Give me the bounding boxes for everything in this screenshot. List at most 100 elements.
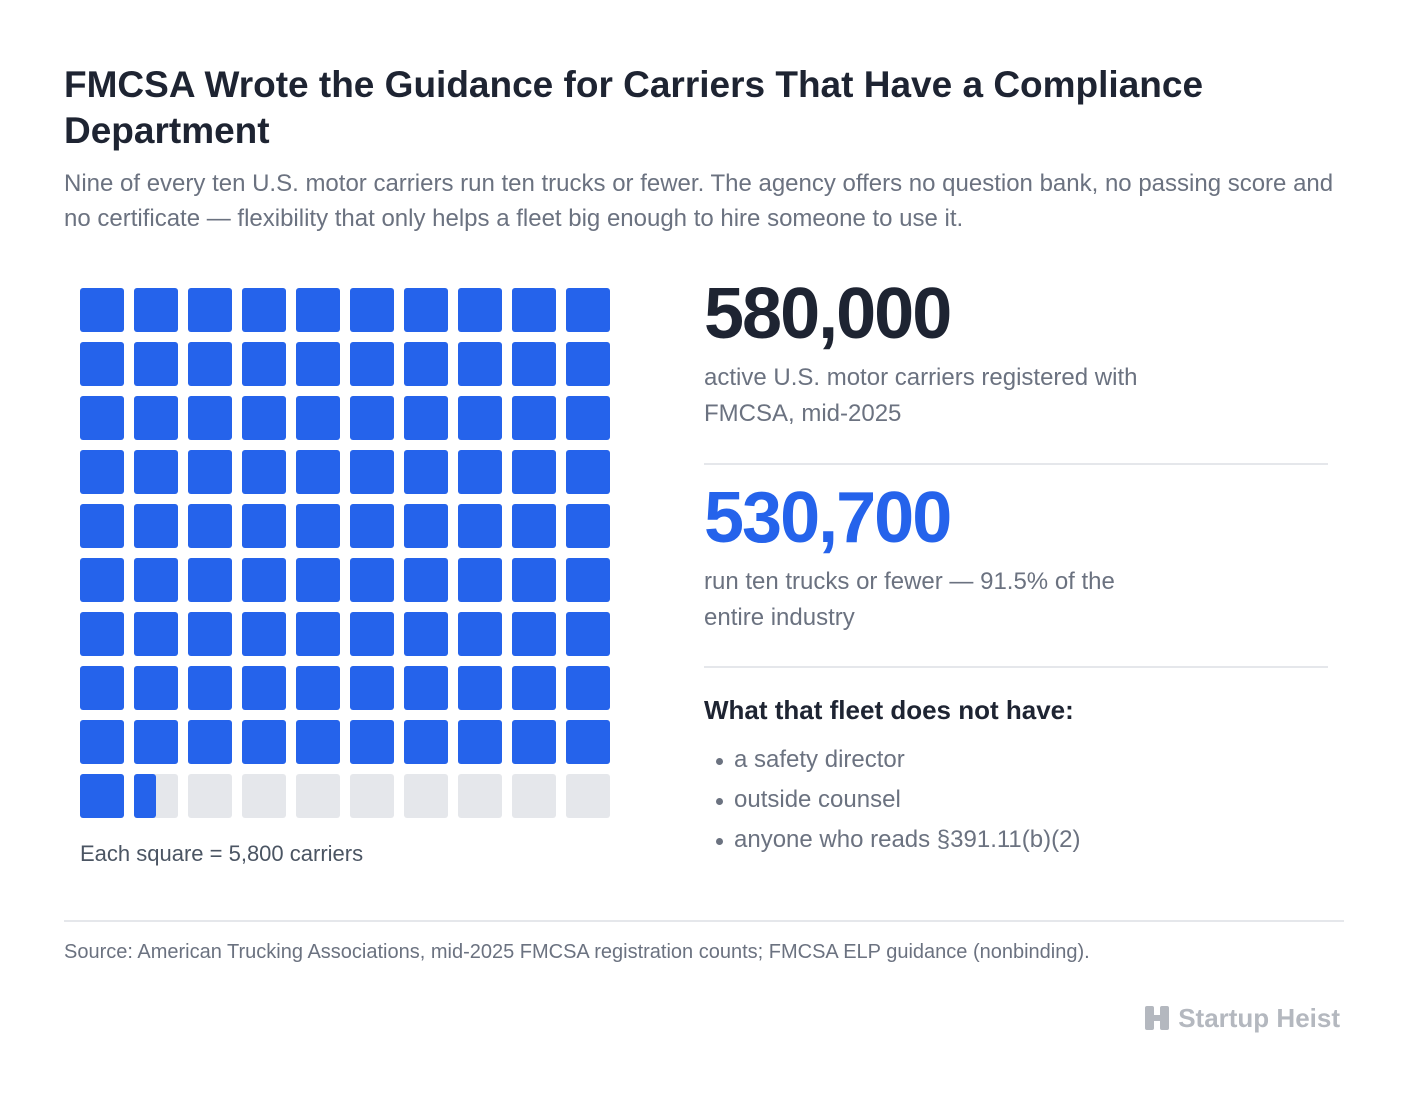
waffle-square-filled [80,342,124,386]
waffle-square-filled [404,612,448,656]
waffle-square-filled [458,612,502,656]
waffle-square-filled [188,612,232,656]
waffle-square-filled [350,504,394,548]
waffle-square-filled [404,396,448,440]
stat-divider [704,463,1328,465]
waffle-square-filled [242,612,286,656]
waffle-square-filled [242,396,286,440]
waffle-square-filled [512,288,556,332]
footer-divider [64,920,1344,922]
waffle-square-partial [134,774,156,818]
waffle-square-filled [296,720,340,764]
small-fleet-stat: 530,700 run ten trucks or fewer — 91.5% … [704,474,1328,636]
waffle-square-filled [458,504,502,548]
waffle-square-filled [566,504,610,548]
waffle-square-filled [566,720,610,764]
waffle-square-empty [512,774,556,818]
waffle-square-filled [188,450,232,494]
waffle-square-filled [512,720,556,764]
brand-logo: Startup Heist [1144,1000,1340,1036]
waffle-square-filled [188,342,232,386]
waffle-square-filled [458,450,502,494]
waffle-square-filled [512,342,556,386]
total-stat: 580,000 active U.S. motor carriers regis… [704,270,1328,432]
waffle-square-filled [512,396,556,440]
waffle-square-filled [296,450,340,494]
waffle-square-filled [242,342,286,386]
waffle-square-filled [566,288,610,332]
waffle-square-filled [512,666,556,710]
waffle-square-filled [404,450,448,494]
waffle-square-filled [188,504,232,548]
waffle-square-filled [296,342,340,386]
waffle-square-filled [134,720,178,764]
waffle-square-empty [242,774,286,818]
waffle-square-filled [458,342,502,386]
waffle-square-filled [458,720,502,764]
waffle-square-filled [404,720,448,764]
waffle-square-filled [134,342,178,386]
total-carriers-description: active U.S. motor carriers registered wi… [704,364,1138,427]
waffle-square-filled [296,504,340,548]
chart-title: FMCSA Wrote the Guidance for Carriers Th… [64,64,1204,151]
source-note: Source: American Trucking Associations, … [64,941,1090,963]
waffle-square-filled [404,558,448,602]
waffle-square-filled [80,612,124,656]
waffle-square-filled [80,720,124,764]
total-carriers-number: 580,000 [704,274,952,354]
waffle-square-filled [296,288,340,332]
waffle-square-empty [350,774,394,818]
waffle-square-filled [242,288,286,332]
waffle-square-filled [404,504,448,548]
waffle-square-filled [296,558,340,602]
waffle-square-filled [404,288,448,332]
waffle-square-filled [242,720,286,764]
waffle-square-filled [350,720,394,764]
waffle-square-filled [134,396,178,440]
list-item: outside counsel [716,780,1080,820]
waffle-square-empty [566,774,610,818]
waffle-square-empty [296,774,340,818]
waffle-square-filled [296,396,340,440]
waffle-svg [80,288,610,818]
waffle-square-filled [512,612,556,656]
waffle-square-filled [242,666,286,710]
waffle-square-filled [566,666,610,710]
brand-name: Startup Heist [1178,1003,1340,1033]
missing-resources-list: a safety director outside counsel anyone… [716,740,1080,860]
waffle-square-filled [350,288,394,332]
waffle-square-filled [296,612,340,656]
waffle-square-filled [242,450,286,494]
waffle-square-filled [296,666,340,710]
waffle-square-filled [188,558,232,602]
waffle-square-filled [80,774,124,818]
waffle-square-filled [188,666,232,710]
small-fleet-number: 530,700 [704,478,952,558]
waffle-square-filled [350,558,394,602]
waffle-square-filled [242,558,286,602]
chart-subtitle: Nine of every ten U.S. motor carriers ru… [64,170,1334,232]
waffle-square-filled [80,504,124,548]
waffle-square-filled [566,558,610,602]
waffle-square-filled [188,288,232,332]
waffle-square-empty [404,774,448,818]
waffle-square-filled [350,666,394,710]
waffle-square-filled [350,612,394,656]
brand-icon [1145,1006,1170,1030]
waffle-square-filled [80,396,124,440]
waffle-square-filled [80,288,124,332]
waffle-square-filled [350,342,394,386]
waffle-square-filled [566,450,610,494]
waffle-caption: Each square = 5,800 carriers [80,841,364,866]
waffle-square-empty [458,774,502,818]
waffle-square-filled [512,504,556,548]
waffle-square-filled [512,450,556,494]
waffle-square-filled [512,558,556,602]
waffle-square-filled [350,450,394,494]
waffle-square-filled [458,558,502,602]
waffle-square-filled [188,396,232,440]
waffle-square-filled [134,450,178,494]
waffle-square-filled [404,666,448,710]
waffle-square-filled [458,666,502,710]
waffle-square-filled [566,612,610,656]
